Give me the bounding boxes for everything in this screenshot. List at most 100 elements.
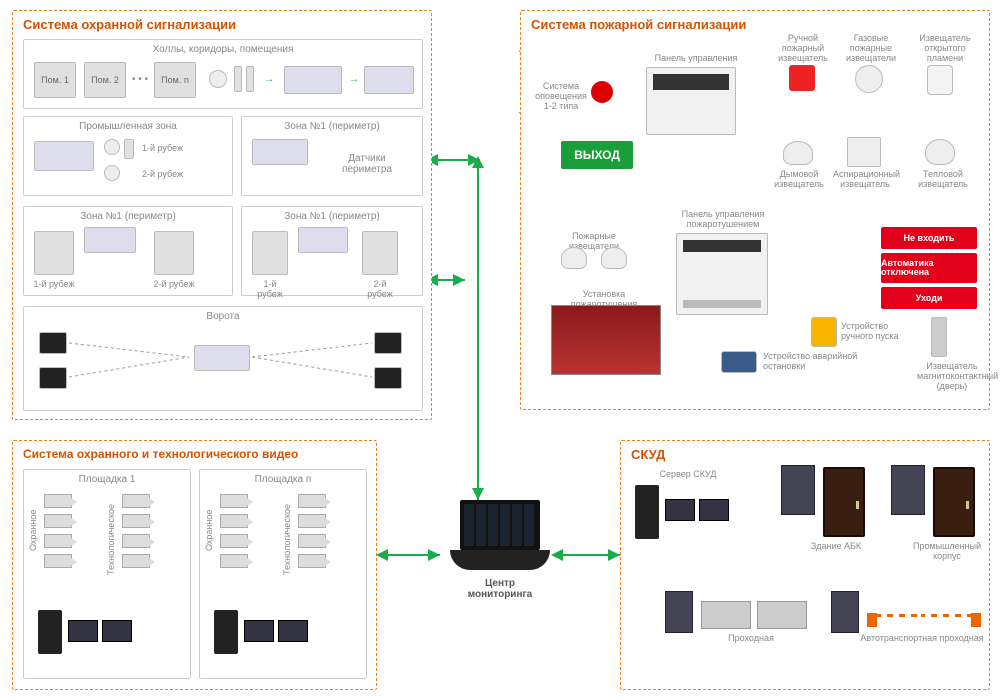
passage-label: Проходная: [711, 633, 791, 643]
zone1-c-label: Зона №1 (периметр): [242, 211, 422, 222]
ind-sensor-2: [104, 165, 120, 181]
ind-det-1: [124, 139, 134, 159]
ind-label: Промышленный корпус: [907, 541, 987, 561]
s1-mon-2: [102, 620, 132, 642]
aspiration-label: Аспирационный извещатель: [833, 169, 897, 189]
sign-auto-off: Автоматика отключена: [881, 253, 977, 283]
manual-start-icon: [811, 317, 837, 347]
s1-cam-3: [44, 534, 72, 548]
z1b-l1: 1-й рубеж: [32, 279, 76, 289]
fire-alarm-panel: Система пожарной сигнализации Ручной пож…: [520, 10, 990, 410]
sn-cam-1: [220, 494, 248, 508]
fire-title: Система пожарной сигнализации: [531, 17, 746, 32]
site1-box: Площадка 1 Охранное Технологическое: [23, 469, 191, 679]
gas-det-label: Газовые пожарные извещатели: [841, 33, 901, 63]
s1-mon-1: [68, 620, 98, 642]
sn-cam-8: [298, 554, 326, 568]
z1c-dev1: [252, 231, 288, 275]
sensor-icon: [209, 70, 227, 88]
ext-control-panel: [676, 233, 768, 315]
room-ellipsis: • • •: [132, 74, 148, 85]
site1-label: Площадка 1: [24, 474, 190, 485]
skud-rack-4: [831, 591, 859, 633]
sn-cam-4: [220, 554, 248, 568]
zone1-a-panel: [252, 139, 308, 165]
barrier-2: [921, 605, 981, 627]
alarm-panel-1: [284, 66, 342, 94]
skud-server-icon: [635, 485, 659, 539]
sn-mon-1: [244, 620, 274, 642]
sn-cam-6: [298, 514, 326, 528]
sign-leave: Уходи: [881, 287, 977, 309]
z1b-dev3: [154, 231, 194, 275]
skud-rack-1: [781, 465, 815, 515]
manual-start-label: Устройство ручного пуска: [841, 321, 911, 341]
sensor-icon-2: [234, 66, 242, 92]
skud-server-label: Сервер СКУД: [653, 469, 723, 479]
emerg-stop-label: Устройство аварийной остановки: [763, 351, 863, 371]
sign-no-enter: Не входить: [881, 227, 977, 249]
alarm-panel-2: [364, 66, 414, 94]
halls-label: Холлы, коридоры, помещения: [24, 44, 422, 55]
sensor-icon-3: [246, 66, 254, 92]
desk-icon: [450, 550, 550, 570]
room-n: Пом. n: [154, 62, 196, 98]
aspiration-icon: [847, 137, 881, 167]
center-label: Центр мониторинга: [440, 578, 560, 600]
turnstile-2: [757, 601, 807, 629]
sn-cam-5: [298, 494, 326, 508]
manual-det-label: Ручной пожарный извещатель: [773, 33, 833, 63]
skud-title: СКУД: [631, 447, 665, 462]
s1-cam-2: [44, 514, 72, 528]
industrial-zone-label: Промышленная зона: [24, 121, 232, 132]
site1-sec: Охранное: [28, 500, 38, 560]
zone1-b-label: Зона №1 (периметр): [24, 211, 232, 222]
gas-detector-icon: [855, 65, 883, 93]
arrow-1: →: [264, 74, 274, 85]
skud-rack-3: [665, 591, 693, 633]
arrow-2: →: [349, 74, 359, 85]
auto-passage-label: Автотранспортная проходная: [857, 633, 987, 643]
manual-detector-icon: [789, 65, 815, 91]
barrier-1: [867, 605, 927, 627]
abk-label: Здание АБК: [801, 541, 871, 551]
gates-box: Ворота: [23, 306, 423, 411]
z1b-l2: 2-й рубеж: [152, 279, 196, 289]
skud-mon-1: [665, 499, 695, 521]
s1-cam-1: [44, 494, 72, 508]
skud-mon-2: [699, 499, 729, 521]
smoke-det-label: Дымовой извещатель: [769, 169, 829, 189]
sn-cam-3: [220, 534, 248, 548]
fd-1: [561, 247, 587, 269]
heat-det-icon: [925, 139, 955, 165]
zone1-a-label: Зона №1 (периметр): [242, 121, 422, 132]
room-1: Пом. 1: [34, 62, 76, 98]
z1c-l2: 2-й рубеж: [360, 279, 400, 299]
door-contact-label: Извещатель магнитоконтактный (дверь): [917, 361, 987, 391]
skud-panel: СКУД Сервер СКУД Здание АБК Промышленный…: [620, 440, 990, 690]
s1-server: [38, 610, 62, 654]
notif-label: Система оповещения 1-2 типа: [533, 81, 589, 111]
fire-control-panel: [646, 67, 736, 135]
videowall-icon: [460, 500, 540, 550]
ind-line1: 1-й рубеж: [142, 143, 183, 153]
siten-box: Площадка n Охранное Технологическое: [199, 469, 367, 679]
sn-sec: Охранное: [204, 500, 214, 560]
fire-det-label: Пожарные извещатели: [549, 231, 639, 251]
room-2: Пом. 2: [84, 62, 126, 98]
site1-tech: Технологическое: [106, 500, 116, 580]
zone1-b: Зона №1 (периметр) 1-й рубеж 2-й рубеж: [23, 206, 233, 296]
ext-ctrl-label: Панель управления пожаротушением: [673, 209, 773, 229]
ctrl-panel-label: Панель управления: [651, 53, 741, 63]
gate-beams: [24, 307, 424, 412]
s1-cam-7: [122, 534, 150, 548]
heat-det-label: Тепловой извещатель: [913, 169, 973, 189]
industrial-zone-box: Промышленная зона 1-й рубеж 2-й рубеж: [23, 116, 233, 196]
s1-cam-4: [44, 554, 72, 568]
sn-tech: Технологическое: [282, 500, 292, 580]
halls-box: Холлы, коридоры, помещения Пом. 1 Пом. 2…: [23, 39, 423, 109]
door-contact-icon: [931, 317, 947, 357]
zone1-c: Зона №1 (периметр) 1-й рубеж 2-й рубеж: [241, 206, 423, 296]
skud-rack-2: [891, 465, 925, 515]
s1-cam-8: [122, 554, 150, 568]
